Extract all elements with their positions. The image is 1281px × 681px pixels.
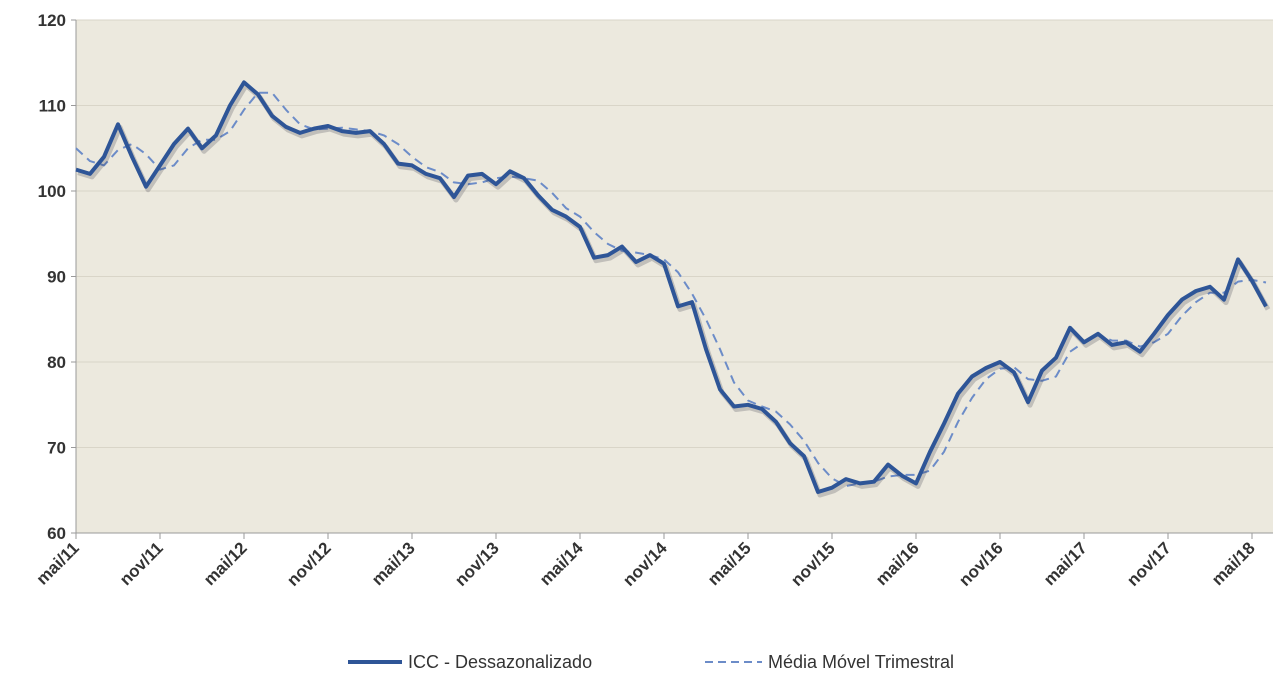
x-tick-label: mai/12: [200, 538, 251, 589]
gridlines: [76, 19, 1273, 448]
y-tick-label: 80: [47, 353, 66, 372]
y-tick-label: 60: [47, 524, 66, 543]
x-tick-label: nov/11: [116, 538, 167, 589]
series-layer: [75, 80, 1271, 498]
x-tick-label: nov/13: [451, 538, 503, 590]
x-tick-label: mai/16: [872, 538, 923, 589]
x-tick-label: nov/12: [283, 538, 335, 590]
legend: ICC - Dessazonalizado Média Móvel Trimes…: [348, 652, 954, 672]
x-tick-label: nov/15: [787, 538, 839, 590]
legend-label-media: Média Móvel Trimestral: [768, 652, 954, 672]
y-tick-label: 70: [47, 439, 66, 458]
legend-label-icc: ICC - Dessazonalizado: [408, 652, 592, 672]
y-tick-label: 90: [47, 268, 66, 287]
x-tick-label: mai/14: [536, 538, 587, 589]
x-tick-label: nov/14: [619, 538, 671, 590]
x-tick-label: nov/17: [1123, 538, 1175, 590]
x-tick-label: mai/11: [33, 538, 83, 588]
x-tick-label: mai/17: [1040, 538, 1091, 589]
series-icc-line: [75, 80, 1268, 494]
series-media-movel-line: [75, 91, 1267, 487]
x-tick-label: mai/15: [704, 538, 755, 589]
y-tick-label: 100: [38, 182, 66, 201]
y-tick-label: 110: [39, 97, 66, 116]
x-tick-label: mai/18: [1208, 538, 1259, 589]
x-tick-label: mai/13: [368, 538, 419, 589]
y-axis-ticks: 60 70 80 90 100 110 120: [38, 11, 76, 543]
x-axis-ticks: mai/11 nov/11 mai/12 nov/12 mai/13 nov/13 mai/…: [33, 533, 1259, 590]
x-tick-label: nov/16: [955, 538, 1007, 590]
y-tick-label: 120: [38, 11, 66, 30]
